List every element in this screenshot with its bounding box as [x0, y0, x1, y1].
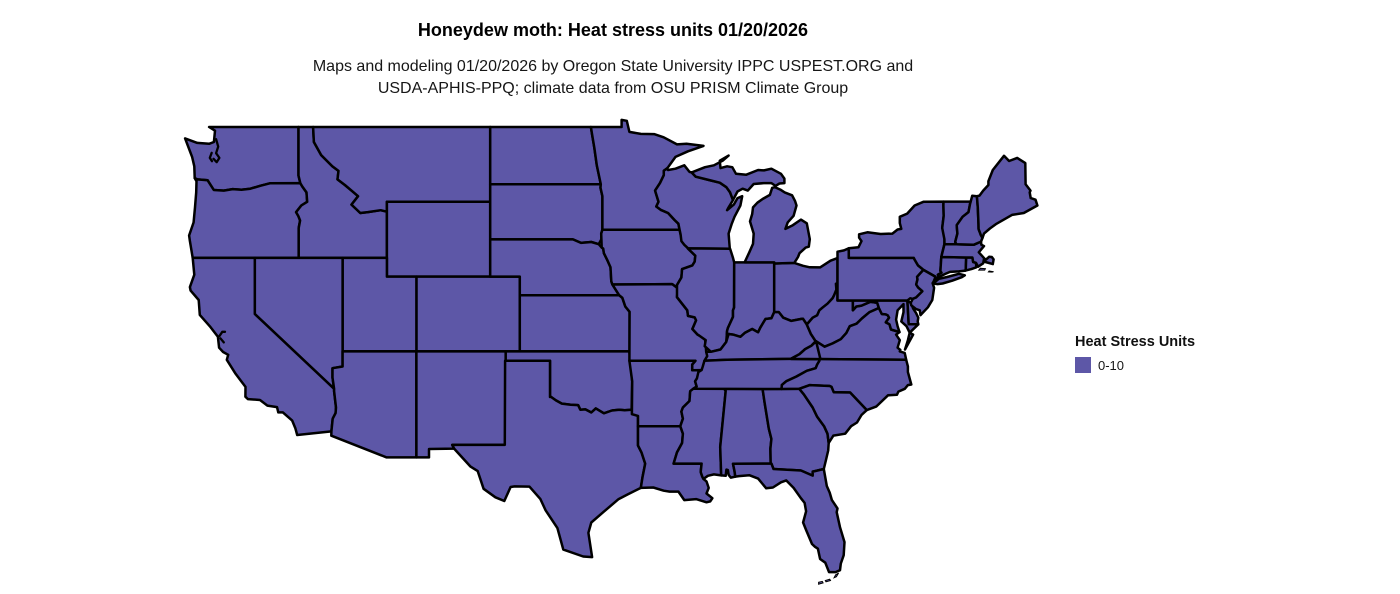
- island-nantucket: [987, 270, 994, 273]
- san-francisco-bay-inlet: [218, 330, 227, 338]
- island-florida-keys-2: [824, 578, 832, 583]
- san-francisco-bay-south: [219, 337, 225, 344]
- state-new-mexico: [415, 350, 507, 459]
- legend: Heat Stress Units 0-10: [1075, 334, 1195, 373]
- state-wyoming: [385, 200, 492, 278]
- puget-sound-inlet: [212, 138, 221, 164]
- legend-item-label: 0-10: [1098, 357, 1125, 373]
- island-florida-keys-3: [818, 580, 824, 585]
- map-subtitle: Maps and modeling 01/20/2026 by Oregon S…: [313, 56, 913, 100]
- state-michigan: [690, 154, 812, 265]
- hood-canal-inlet: [208, 151, 214, 163]
- state-south-carolina: [798, 383, 869, 445]
- island-florida-keys-1: [832, 572, 840, 579]
- state-oregon: [187, 176, 309, 260]
- state-south-dakota: [488, 182, 604, 246]
- map-subtitle-line2: USDA-APHIS-PPQ; climate data from OSU PR…: [377, 80, 849, 97]
- state-colorado: [415, 275, 522, 353]
- island-marthas-vineyard: [977, 267, 987, 271]
- state-arizona: [330, 350, 418, 459]
- state-florida: [731, 462, 846, 574]
- state-wisconsin: [653, 164, 744, 250]
- legend-swatch-icon: [1075, 357, 1091, 373]
- legend-item: 0-10: [1075, 357, 1195, 373]
- state-north-dakota: [488, 125, 603, 186]
- state-kansas: [518, 294, 631, 353]
- state-texas: [451, 359, 647, 559]
- state-maine: [975, 154, 1039, 240]
- state-new-jersey: [909, 268, 937, 317]
- map-title: Honeydew moth: Heat stress units 01/20/2…: [417, 20, 809, 40]
- state-maryland: [851, 299, 920, 334]
- map-subtitle-line1: Maps and modeling 01/20/2026 by Oregon S…: [312, 58, 914, 75]
- states-layer: [183, 118, 1039, 585]
- legend-title: Heat Stress Units: [1075, 334, 1196, 350]
